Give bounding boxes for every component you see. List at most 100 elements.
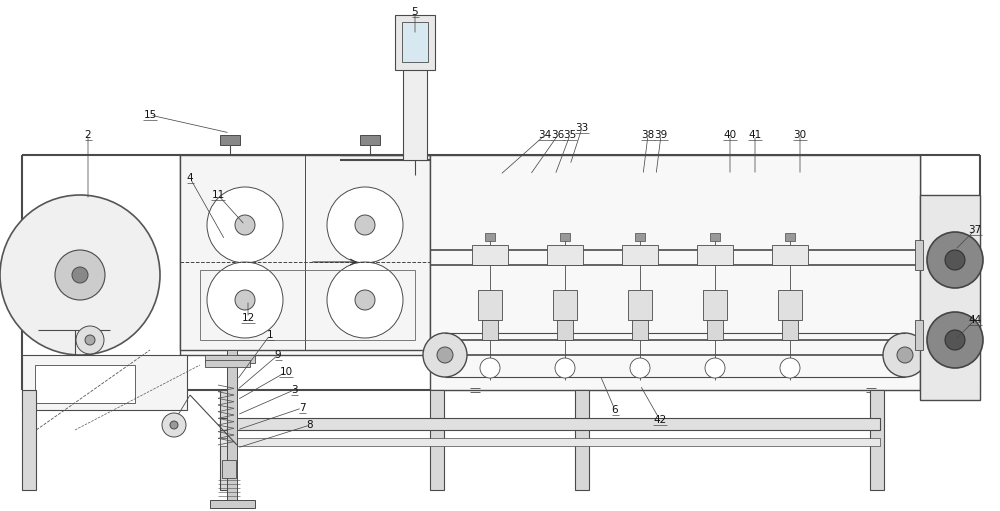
Circle shape [162,413,186,437]
Circle shape [327,187,403,263]
Bar [205,355,255,363]
Text: 41: 41 [748,130,762,140]
Circle shape [0,195,160,355]
Circle shape [207,262,283,338]
Circle shape [897,347,913,363]
Circle shape [235,290,255,310]
Bar [222,460,236,478]
Text: 11: 11 [211,190,225,200]
Bar [915,320,923,350]
Text: 44: 44 [968,315,982,325]
Bar [622,245,658,265]
Text: 36: 36 [551,130,565,140]
Bar [560,233,570,241]
Bar [707,320,723,340]
Bar [478,290,502,320]
Text: 42: 42 [653,415,667,425]
Bar [200,270,415,340]
Circle shape [355,290,375,310]
Bar [205,360,250,367]
Text: 39: 39 [654,130,668,140]
Circle shape [883,333,927,377]
Circle shape [480,358,500,378]
Bar [915,240,923,270]
Bar [575,390,589,490]
Text: 40: 40 [723,130,737,140]
Bar [430,155,920,390]
Circle shape [555,358,575,378]
Bar [180,155,430,350]
Bar [472,245,508,265]
Bar [485,233,495,241]
Bar [22,390,36,490]
Bar [482,320,498,340]
Circle shape [55,250,105,300]
Bar [210,500,255,508]
Circle shape [235,215,255,235]
Circle shape [76,326,104,354]
Bar [632,320,648,340]
Bar [553,290,577,320]
Text: 2: 2 [85,130,91,140]
Bar [430,390,444,490]
Text: 4: 4 [187,173,193,183]
Text: 35: 35 [563,130,577,140]
Bar [405,135,425,145]
Bar [35,365,135,403]
Text: 9: 9 [275,350,281,360]
Circle shape [423,333,467,377]
Circle shape [945,330,965,350]
Bar [772,245,808,265]
Bar [22,355,187,410]
Text: 3: 3 [291,385,297,395]
Circle shape [327,262,403,338]
Bar [710,233,720,241]
Text: 30: 30 [793,130,807,140]
Circle shape [170,421,178,429]
Circle shape [780,358,800,378]
Text: 34: 34 [538,130,552,140]
Bar [557,320,573,340]
Bar [402,22,428,62]
Bar [628,290,652,320]
Bar [220,135,240,145]
Text: 6: 6 [612,405,618,415]
Bar [180,155,920,355]
Bar [220,418,880,430]
Circle shape [927,232,983,288]
Text: 1: 1 [267,330,273,340]
Circle shape [705,358,725,378]
Circle shape [72,267,88,283]
Circle shape [437,347,453,363]
Text: 15: 15 [143,110,157,120]
Circle shape [355,215,375,235]
Bar [220,390,234,490]
Bar [403,35,427,160]
Text: 33: 33 [575,123,589,133]
Bar [920,195,980,400]
Bar [360,135,380,145]
Bar [870,390,884,490]
Text: 10: 10 [279,367,293,377]
Bar [785,233,795,241]
Bar [395,15,435,70]
Bar [635,233,645,241]
Circle shape [85,335,95,345]
Text: 8: 8 [307,420,313,430]
Text: 37: 37 [968,225,982,235]
Text: 38: 38 [641,130,655,140]
Circle shape [927,312,983,368]
Bar [778,290,802,320]
Bar [227,350,237,505]
Bar [782,320,798,340]
Circle shape [945,250,965,270]
Circle shape [630,358,650,378]
Bar [220,438,880,446]
Text: 7: 7 [299,403,305,413]
Bar [697,245,733,265]
Circle shape [207,187,283,263]
Text: 12: 12 [241,313,255,323]
Text: 5: 5 [412,7,418,17]
Bar [547,245,583,265]
Bar [703,290,727,320]
